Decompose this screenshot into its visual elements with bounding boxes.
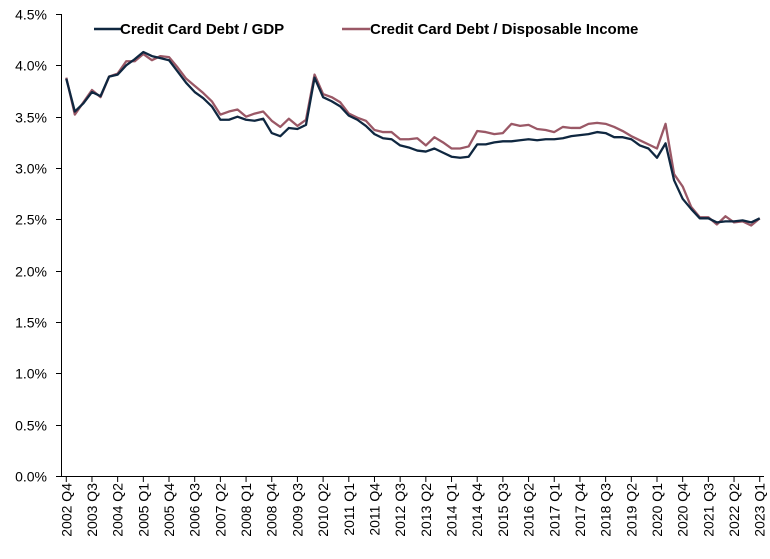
x-tick-label: 2018 Q3	[598, 483, 614, 537]
x-tick-label: 2003 Q3	[84, 483, 100, 537]
y-tick-label: 1.0%	[15, 366, 47, 382]
x-tick-label: 2020 Q1	[649, 483, 665, 537]
x-tick-label: 2008 Q1	[238, 483, 254, 537]
x-tick-label: 2004 Q2	[110, 483, 126, 537]
x-tick-label: 2014 Q4	[469, 483, 485, 537]
y-tick-label: 1.5%	[15, 315, 47, 331]
x-tick-label: 2011 Q1	[341, 483, 357, 536]
x-tick-label: 2022 Q2	[726, 483, 742, 537]
x-tick-group: 2002 Q4 2003 Q3 2004 Q2 2005 Q1 2005 Q4 2006 …	[58, 476, 768, 537]
x-tick-label: 2019 Q2	[623, 483, 639, 537]
legend: Credit Card Debt / GDP Credit Card Debt …	[94, 21, 638, 38]
series-group	[65, 50, 761, 227]
x-tick-label: 2007 Q2	[212, 483, 228, 537]
x-tick-label: 2021 Q3	[700, 483, 716, 537]
y-tick-group: 0.0% 0.5% 1.0% 1.5% 2.0% 2.5% 3.0% 3.5% 4.0% 4.5%	[15, 7, 62, 485]
y-tick-label: 2.5%	[15, 212, 47, 228]
y-tick-label: 3.5%	[15, 110, 47, 126]
x-tick-label: 2005 Q4	[161, 483, 177, 537]
x-tick-label: 2005 Q1	[135, 483, 151, 537]
y-tick-label: 2.0%	[15, 264, 47, 280]
x-tick-label: 2017 Q4	[572, 483, 588, 537]
x-tick-label: 2002 Q4	[58, 483, 74, 537]
x-tick-label: 2015 Q3	[495, 483, 511, 537]
x-tick-label: 2006 Q3	[187, 483, 203, 537]
x-tick-label: 2017 Q1	[546, 483, 562, 537]
x-tick-label: 2008 Q4	[264, 483, 280, 537]
series-line-disposable-income	[65, 52, 761, 227]
x-tick-label: 2014 Q1	[444, 483, 460, 537]
legend-label-disposable-income: Credit Card Debt / Disposable Income	[370, 21, 638, 38]
legend-label-gdp: Credit Card Debt / GDP	[120, 21, 284, 38]
x-tick-label: 2013 Q2	[418, 483, 434, 537]
y-tick-label: 4.5%	[15, 7, 47, 23]
x-tick-label: 2010 Q2	[315, 483, 331, 537]
x-tick-label: 2011 Q4	[366, 483, 382, 536]
x-tick-label: 2009 Q3	[289, 483, 305, 537]
x-tick-label: 2023 Q1	[752, 483, 768, 537]
y-tick-label: 0.0%	[15, 469, 47, 485]
y-tick-label: 0.5%	[15, 418, 47, 434]
series-line-gdp	[65, 50, 761, 224]
x-tick-label: 2016 Q2	[521, 483, 537, 537]
y-tick-label: 3.0%	[15, 161, 47, 177]
y-tick-label: 4.0%	[15, 58, 47, 74]
x-tick-label: 2012 Q3	[392, 483, 408, 537]
x-tick-label: 2020 Q4	[675, 483, 691, 537]
